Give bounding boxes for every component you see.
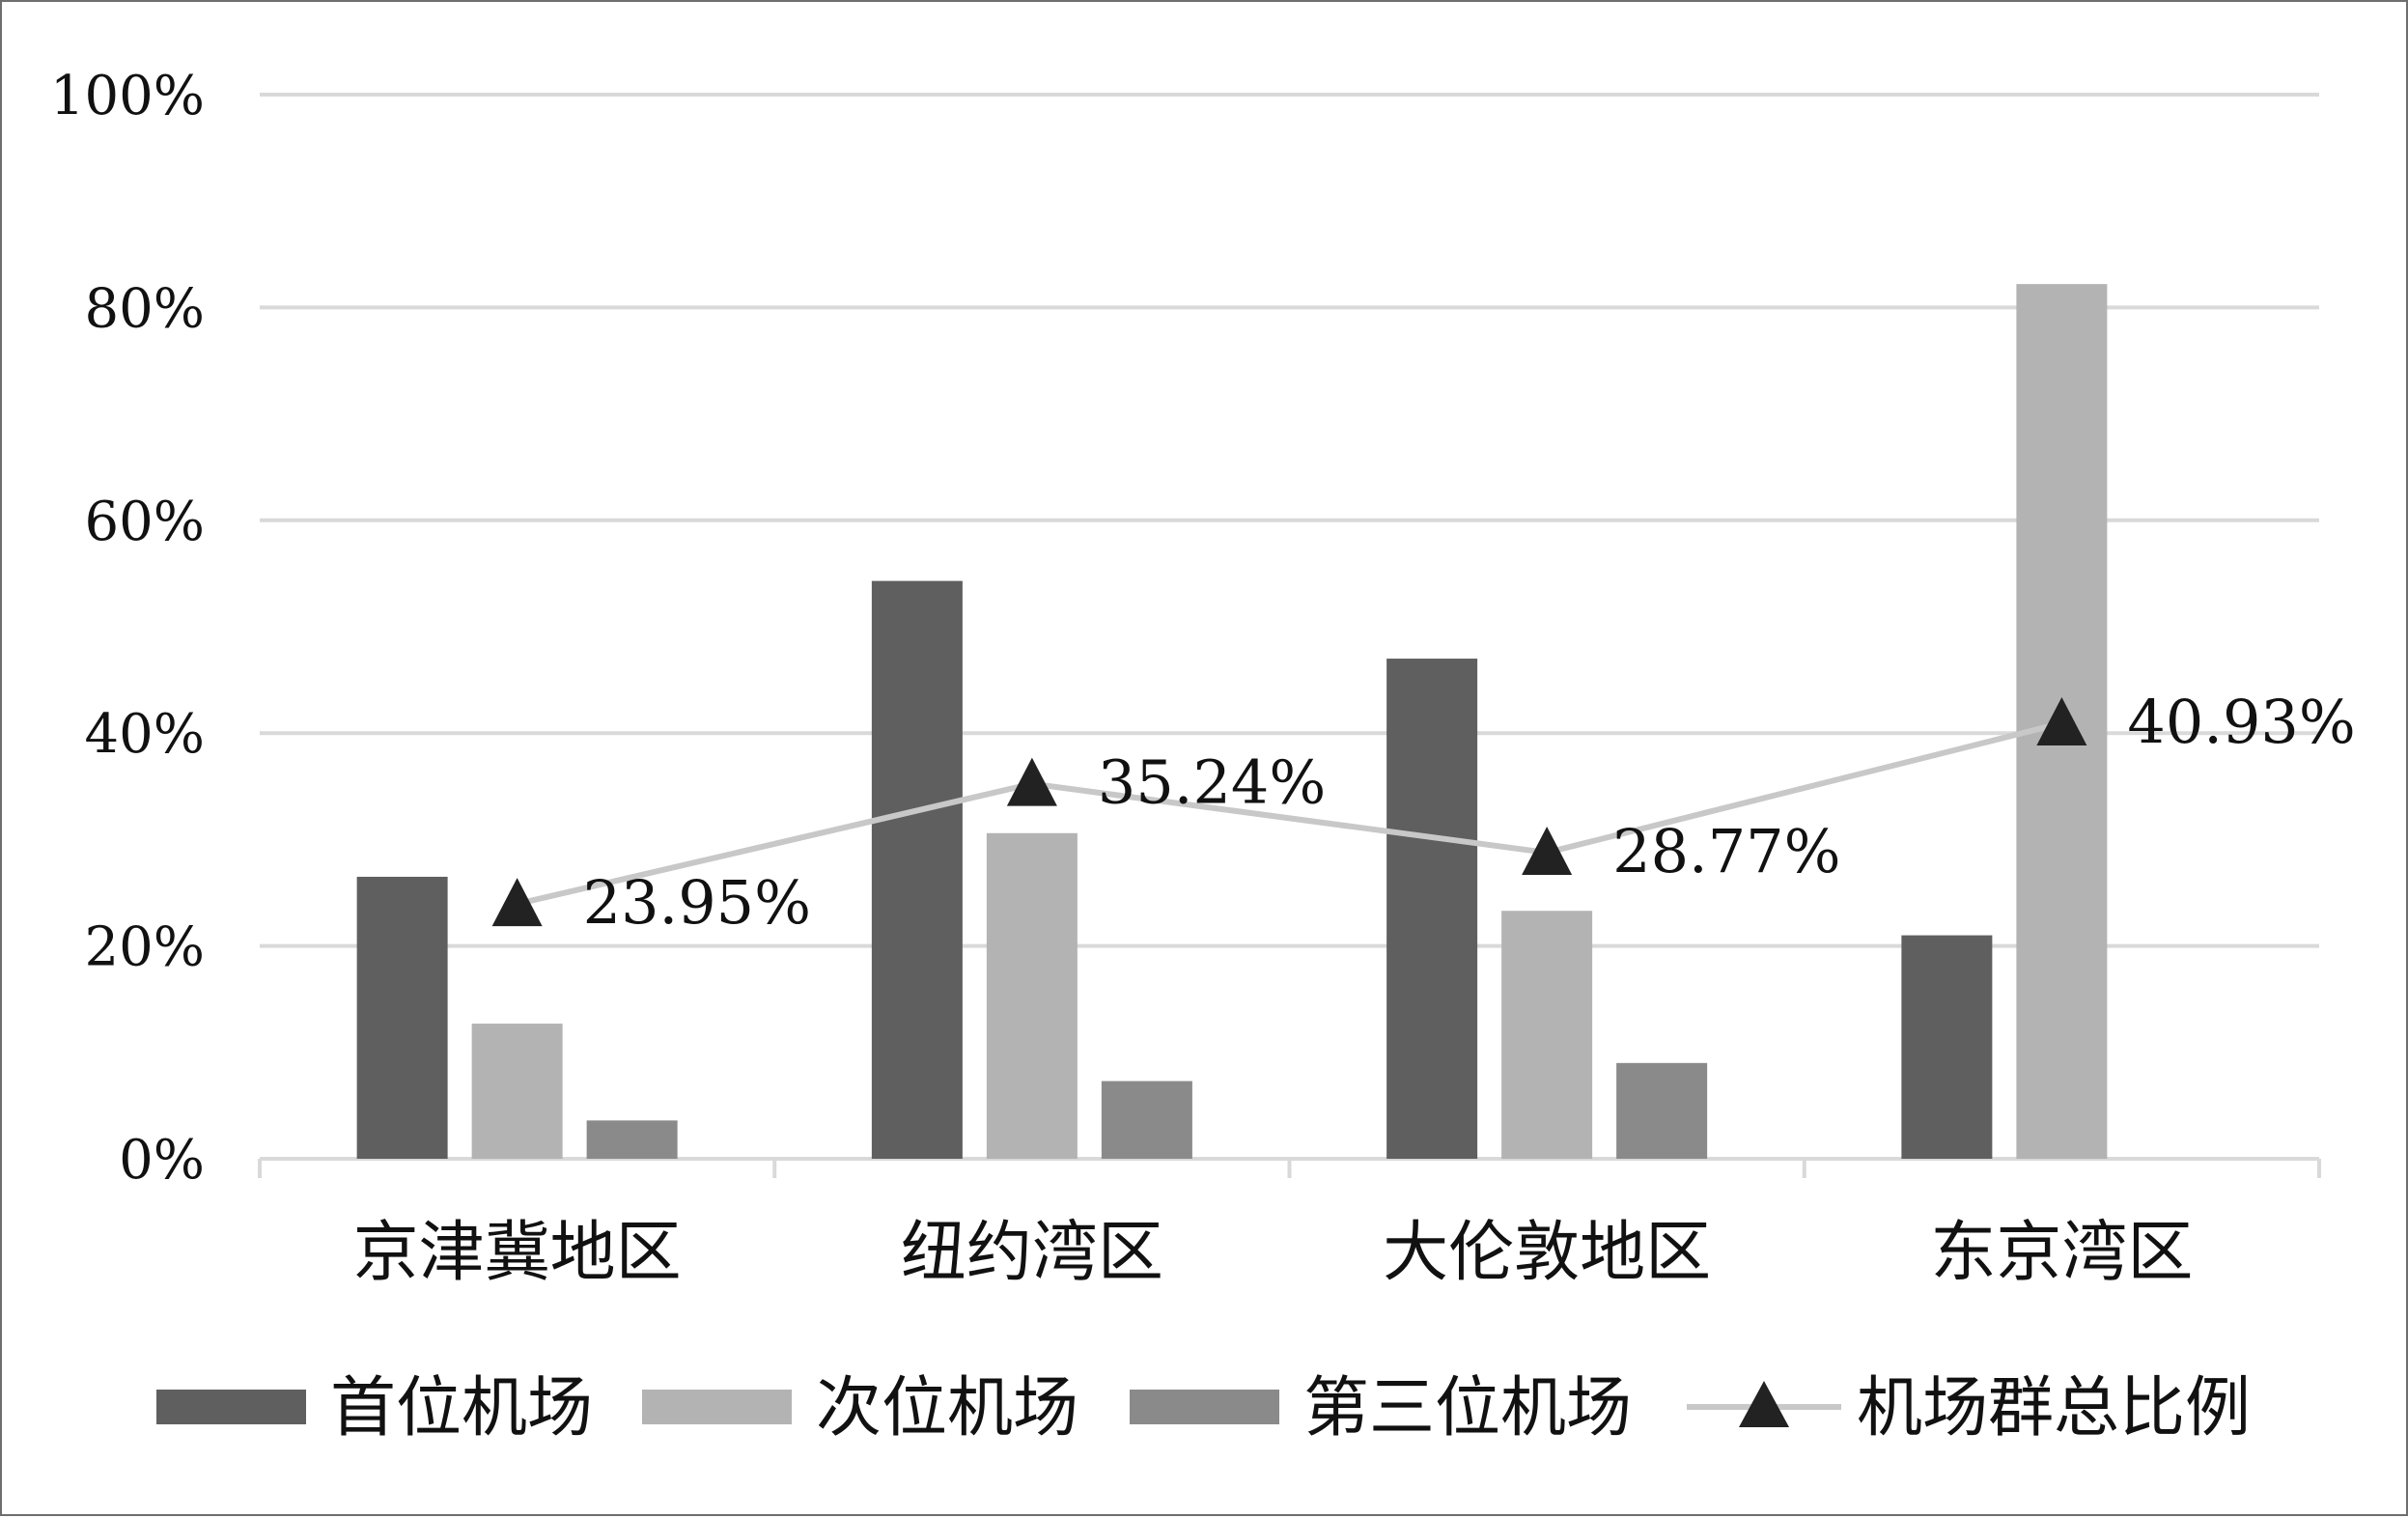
data-label: 35.24%: [1098, 747, 1326, 818]
legend-label: 第三位机场: [1303, 1370, 1632, 1447]
bar: [1501, 911, 1593, 1159]
bar: [986, 832, 1078, 1159]
y-tick-label: 100%: [50, 65, 205, 127]
y-tick-label: 80%: [85, 277, 205, 340]
y-tick-label: 20%: [85, 916, 205, 979]
data-label: 23.95%: [583, 867, 811, 938]
triangle-marker: [1006, 757, 1057, 806]
x-tick-label: 大伦敦地区: [1383, 1215, 1711, 1291]
legend-swatch: [1130, 1390, 1279, 1424]
bar: [1101, 1081, 1192, 1159]
legend-label: 机场群总比例: [1857, 1370, 2251, 1447]
data-label: 28.77%: [1612, 816, 1840, 886]
triangle-marker: [1522, 826, 1573, 875]
legend-label: 首位机场: [330, 1370, 593, 1447]
total-ratio-line: 23.95% 35.24% 28.77% 40.93%: [491, 687, 2356, 938]
x-axis: 京津冀地区 纽约湾区 大伦敦地区 东京湾区: [258, 1157, 2321, 1291]
bars: [356, 284, 2108, 1159]
bar: [356, 876, 448, 1159]
bar: [1386, 659, 1478, 1159]
legend-swatch: [156, 1390, 306, 1424]
legend: 首位机场 次位机场 第三位机场 机场群总比例: [156, 1370, 2251, 1447]
data-label: 40.93%: [2127, 687, 2355, 757]
x-tick-label: 纽约湾区: [901, 1215, 1163, 1291]
legend-label: 次位机场: [816, 1370, 1078, 1447]
y-tick-label: 0%: [119, 1129, 205, 1192]
x-tick-label: 京津冀地区: [353, 1215, 682, 1291]
bar: [871, 580, 963, 1159]
triangle-marker: [2036, 696, 2087, 745]
triangle-marker: [491, 878, 543, 927]
legend-swatch: [642, 1390, 792, 1424]
legend-triangle-marker: [1739, 1381, 1789, 1427]
bar: [1616, 1062, 1708, 1159]
x-tick-label: 东京湾区: [1930, 1215, 2193, 1291]
y-axis: 0% 20% 40% 60% 80% 100%: [50, 65, 205, 1192]
y-tick-label: 40%: [85, 703, 205, 766]
series-line: [516, 720, 2063, 907]
bar: [471, 1024, 563, 1159]
bar: [586, 1120, 678, 1159]
y-tick-label: 60%: [85, 491, 205, 553]
bar: [1901, 935, 1993, 1159]
